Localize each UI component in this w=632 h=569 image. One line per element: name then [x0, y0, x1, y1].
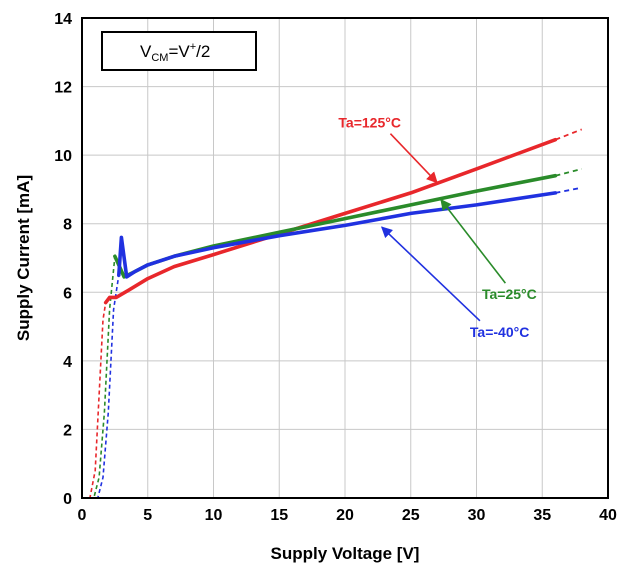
condition-subscript: CM [151, 52, 168, 64]
y-tick-label: 4 [63, 354, 72, 371]
condition-base: V [140, 42, 152, 61]
y-tick-label: 10 [54, 148, 72, 165]
series-1-extension-dashed [555, 168, 582, 177]
condition-superscript: + [190, 41, 196, 53]
annotation-1-arrow [440, 198, 507, 284]
y-axis-ticks: 0 2 4 6 8 10 12 14 [54, 11, 72, 508]
series-2-extension-dashed [555, 186, 582, 194]
x-tick-label: 5 [143, 507, 152, 524]
x-tick-label: 15 [270, 507, 288, 524]
x-axis-ticks: 0 5 10 15 20 25 30 35 40 [78, 507, 617, 524]
grid-lines [81, 17, 609, 499]
condition-box: VCM=V+/2 [101, 31, 257, 71]
annotation-layer: Ta=125°C Ta=25°C Ta=-40°C [338, 115, 536, 340]
series-0-line [103, 137, 558, 305]
annotation-1-label: Ta=25°C [482, 286, 537, 302]
annotation-2-arrow [381, 226, 481, 322]
series-0-extension-dashed [555, 128, 583, 141]
y-tick-label: 2 [63, 422, 72, 439]
series-0-startup-dashed [82, 302, 107, 499]
condition-rest1: =V [168, 42, 190, 61]
annotation-2-label: Ta=-40°C [470, 324, 529, 340]
y-tick-label: 0 [63, 491, 72, 508]
y-tick-label: 6 [63, 285, 72, 302]
x-tick-label: 35 [533, 507, 551, 524]
y-tick-label: 12 [54, 80, 72, 97]
series-2-line [117, 191, 558, 279]
annotation-0-label: Ta=125°C [338, 115, 401, 131]
y-axis-title: Supply Current [mA] [14, 175, 33, 341]
annotation-0-arrow [389, 133, 438, 184]
x-tick-label: 20 [336, 507, 354, 524]
condition-rest2: /2 [196, 42, 210, 61]
condition-box-frame [101, 31, 257, 71]
x-axis-title: Supply Voltage [V] [271, 544, 420, 563]
y-tick-label: 8 [63, 217, 72, 234]
plot-frame [81, 17, 609, 499]
x-tick-label: 0 [78, 507, 87, 524]
x-tick-label: 30 [468, 507, 486, 524]
series-2-startup-dashed [82, 274, 120, 499]
x-tick-label: 25 [402, 507, 420, 524]
condition-label: VCM=V+/2 [140, 41, 210, 64]
series-layer [82, 128, 583, 499]
x-tick-label: 10 [205, 507, 223, 524]
x-tick-label: 40 [599, 507, 617, 524]
y-tick-label: 14 [54, 11, 72, 28]
